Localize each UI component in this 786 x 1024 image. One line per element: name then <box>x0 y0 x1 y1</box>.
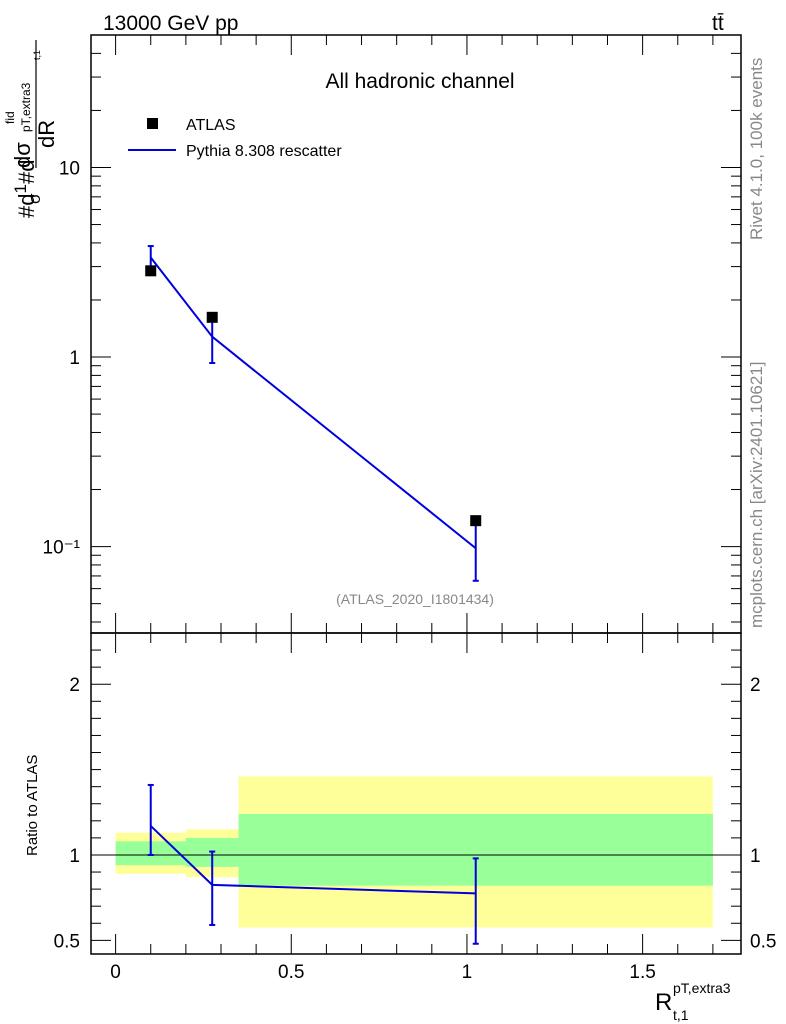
y-tick-label: 10⁻¹ <box>43 538 81 559</box>
ratio-y-tick-label-left: 2 <box>69 675 80 696</box>
ratio-frame <box>90 632 742 955</box>
legend-atlas-marker <box>147 118 158 129</box>
x-tick-label: 1.5 <box>629 962 655 983</box>
y-label-sub: pT,extra3 <box>19 82 33 132</box>
ratio-panel: 0.5 0.5 1 1 2 2 0 0.5 1 1.5 Ratio to ATLAS R pT,e… <box>24 632 776 1023</box>
x-label-sub: t,1 <box>673 1007 689 1023</box>
x-axis-label: R pT,extra3 t,1 <box>655 980 731 1023</box>
legend: ATLAS Pythia 8.308 rescatter <box>128 117 342 160</box>
main-panel: 10 1 10⁻¹ All hadronic channel (ATLAS_2020… <box>3 34 742 634</box>
energy-label: 13000 GeV pp <box>103 12 238 35</box>
ratio-y-tick-label-left: 1 <box>69 846 80 867</box>
x-tick-label: 0.5 <box>278 962 304 983</box>
ratio-bands <box>91 776 741 928</box>
ratio-data-layer <box>147 783 479 945</box>
ratio-y-label: Ratio to ATLAS <box>24 755 41 856</box>
y-label-dsigma: dσ <box>10 142 35 168</box>
legend-atlas-label: ATLAS <box>186 117 236 134</box>
y-label-sigma: σ <box>25 193 44 204</box>
y-label-dR: dR <box>34 120 59 148</box>
x-tick-label: 1 <box>462 962 473 983</box>
process-label: tt̄ <box>712 12 724 35</box>
x-label-R: R <box>655 989 672 1016</box>
main-y-axis-label: #d1#d σ dσ fid pT,extra3 t,1 dR <box>3 40 59 218</box>
ratio-y-tick-label-right: 1 <box>750 846 761 867</box>
y-tick-label: 1 <box>69 348 80 369</box>
analysis-id: (ATLAS_2020_I1801434) <box>336 591 494 607</box>
x-label-sup: pT,extra3 <box>673 980 731 996</box>
y-tick-label: 10 <box>59 158 80 179</box>
atlas-data-point <box>206 311 218 323</box>
atlas-data-point <box>470 515 482 527</box>
chart-title: All hadronic channel <box>325 70 514 93</box>
main-data-layer <box>145 245 482 582</box>
x-tick-label: 0 <box>110 962 121 983</box>
main-axis-ticks: 10 1 10⁻¹ <box>43 34 741 633</box>
ratio-y-tick-label-left: 0.5 <box>54 931 80 952</box>
legend-pythia-label: Pythia 8.308 rescatter <box>186 143 342 160</box>
ratio-axis-ticks: 0.5 0.5 1 1 2 2 0 0.5 1 1.5 <box>54 633 776 983</box>
y-label-fid: fid <box>3 111 17 124</box>
ratio-y-tick-label-right: 0.5 <box>750 931 776 952</box>
y-label-t1: t,1 <box>32 50 42 60</box>
site-info: mcplots.cern.ch [arXiv:2401.10621] <box>747 362 766 628</box>
ratio-y-tick-label-right: 2 <box>750 675 761 696</box>
atlas-data-point <box>145 265 157 277</box>
generator-info: Rivet 4.1.0, 100k events <box>747 58 766 240</box>
pythia-series-line <box>149 256 477 550</box>
